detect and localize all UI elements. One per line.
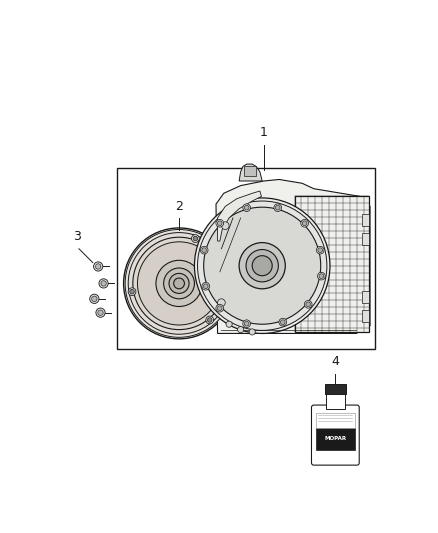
Circle shape	[217, 306, 222, 311]
Ellipse shape	[246, 249, 279, 282]
Circle shape	[202, 248, 206, 253]
Text: 1: 1	[260, 126, 268, 140]
Circle shape	[276, 205, 280, 210]
Polygon shape	[216, 180, 370, 334]
Circle shape	[318, 248, 322, 253]
Circle shape	[302, 221, 307, 225]
Bar	[361, 233, 369, 245]
Ellipse shape	[164, 268, 194, 299]
Circle shape	[244, 321, 249, 326]
Ellipse shape	[128, 232, 230, 334]
Ellipse shape	[252, 256, 272, 276]
Circle shape	[243, 320, 251, 328]
Circle shape	[304, 301, 312, 308]
Ellipse shape	[204, 207, 321, 324]
Circle shape	[96, 308, 105, 317]
Circle shape	[244, 205, 249, 210]
Ellipse shape	[133, 237, 225, 329]
Text: 3: 3	[74, 230, 81, 244]
Polygon shape	[239, 164, 262, 181]
Circle shape	[216, 220, 223, 227]
Bar	[316, 413, 355, 428]
Circle shape	[95, 264, 101, 269]
Circle shape	[128, 288, 136, 296]
Circle shape	[200, 246, 208, 254]
Circle shape	[193, 236, 198, 241]
Circle shape	[237, 327, 244, 333]
Circle shape	[202, 282, 210, 290]
Circle shape	[98, 310, 103, 316]
Circle shape	[90, 294, 99, 303]
Ellipse shape	[198, 201, 327, 330]
Circle shape	[218, 299, 225, 306]
Bar	[361, 291, 369, 303]
Ellipse shape	[239, 243, 285, 289]
Circle shape	[226, 321, 232, 327]
Circle shape	[92, 296, 97, 302]
Circle shape	[280, 320, 285, 325]
Text: MOPAR: MOPAR	[324, 435, 346, 441]
Circle shape	[130, 289, 134, 294]
Ellipse shape	[169, 273, 189, 294]
Circle shape	[306, 302, 311, 306]
Circle shape	[101, 281, 106, 286]
Text: 4: 4	[332, 355, 339, 368]
Ellipse shape	[138, 242, 221, 325]
Ellipse shape	[124, 228, 234, 339]
Circle shape	[94, 262, 103, 271]
Circle shape	[243, 204, 251, 212]
Circle shape	[191, 235, 199, 243]
Circle shape	[221, 222, 229, 230]
Bar	[326, 392, 345, 409]
Bar	[244, 166, 256, 175]
Polygon shape	[218, 191, 261, 241]
Circle shape	[249, 329, 255, 335]
FancyBboxPatch shape	[311, 405, 359, 465]
Circle shape	[274, 204, 282, 212]
Circle shape	[279, 318, 286, 326]
Ellipse shape	[156, 260, 202, 306]
Circle shape	[318, 272, 325, 280]
Ellipse shape	[194, 198, 330, 334]
Bar	[316, 428, 355, 450]
Circle shape	[216, 304, 223, 312]
Bar	[325, 384, 346, 393]
Circle shape	[99, 279, 108, 288]
Circle shape	[217, 221, 222, 225]
Circle shape	[204, 284, 208, 288]
Circle shape	[206, 316, 214, 324]
Circle shape	[319, 274, 324, 278]
Bar	[294, 196, 369, 332]
Text: 2: 2	[175, 199, 183, 213]
Circle shape	[301, 220, 308, 227]
Ellipse shape	[173, 278, 184, 289]
Circle shape	[316, 246, 324, 254]
Circle shape	[208, 318, 212, 322]
Ellipse shape	[125, 230, 233, 337]
Bar	[361, 214, 369, 225]
Bar	[117, 168, 375, 349]
Bar	[361, 310, 369, 322]
Bar	[294, 196, 369, 332]
